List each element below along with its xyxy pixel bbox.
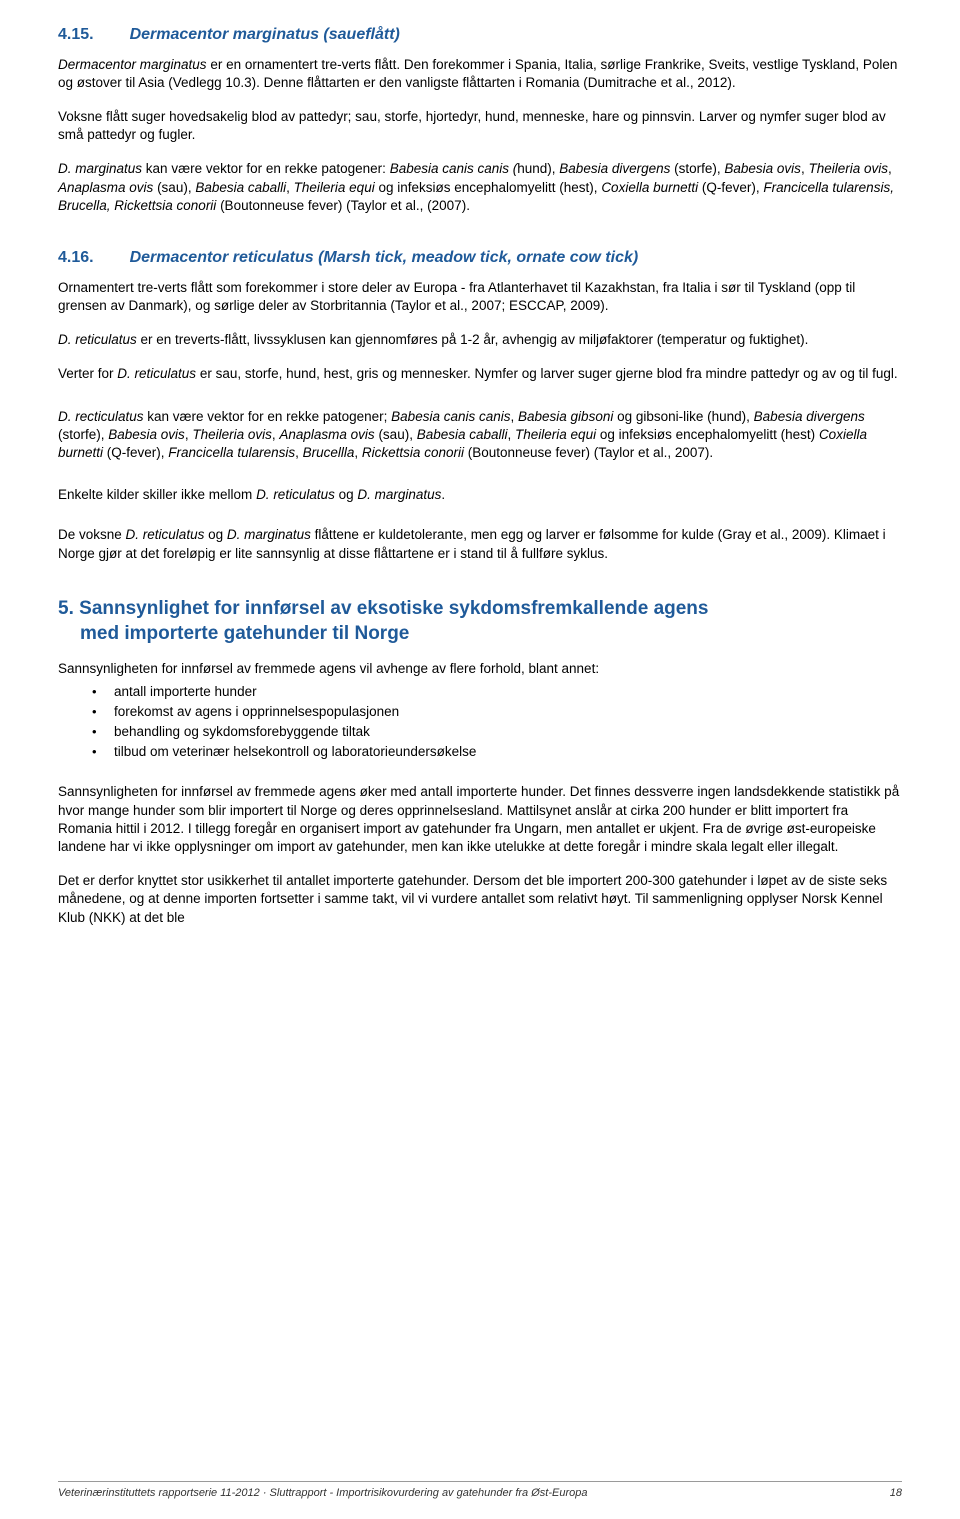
text: , [354, 445, 362, 460]
text-italic: D. reticulatus [117, 366, 196, 381]
list-item: tilbud om veterinær helsekontroll og lab… [92, 743, 902, 761]
text: kan være vektor for en rekke patogener; [144, 409, 392, 424]
text: (Boutonneuse fever) (Taylor et al., 2007… [464, 445, 713, 460]
text-italic: Francicella tularensis [168, 445, 295, 460]
paragraph: Dermacentor marginatus er en ornamentert… [58, 56, 902, 92]
text: Det er derfor knyttet stor usikkerhet ti… [58, 873, 887, 924]
text-italic: Anaplasma ovis [279, 427, 374, 442]
text: og [335, 487, 358, 502]
text: og infeksiøs encephalomyelitt (hest) [596, 427, 819, 442]
text-italic: D. marginatus [227, 527, 311, 542]
page-number: 18 [890, 1486, 902, 1501]
text-italic: Babesia caballi [195, 180, 286, 195]
text: , [888, 161, 892, 176]
text-italic: D. marginatus [58, 161, 142, 176]
section-title-line2: med importerte gatehunder til Norge [80, 622, 902, 647]
text: og gibsoni-like (hund), [613, 409, 753, 424]
text: , [508, 427, 516, 442]
paragraph: D. marginatus kan være vektor for en rek… [58, 160, 902, 215]
text-italic: Babesia gibsoni [518, 409, 613, 424]
text: , [511, 409, 519, 424]
text-italic: Babesia divergens [754, 409, 865, 424]
paragraph: D. recticulatus kan være vektor for en r… [58, 408, 902, 463]
text-italic: Babesia caballi [417, 427, 508, 442]
text: (Boutonneuse fever) (Taylor et al., (200… [216, 198, 470, 213]
text: De voksne [58, 527, 126, 542]
list-item: behandling og sykdomsforebyggende tiltak [92, 723, 902, 741]
paragraph: Det er derfor knyttet stor usikkerhet ti… [58, 872, 902, 927]
paragraph: Verter for D. reticulatus er sau, storfe… [58, 365, 902, 383]
section-4-15-heading: 4.15. Dermacentor marginatus (saueflått) [58, 24, 902, 46]
paragraph: Sannsynligheten for innførsel av fremmed… [58, 783, 902, 856]
section-title: Dermacentor reticulatus (Marsh tick, mea… [130, 249, 639, 266]
text-italic: Babesia ovis [724, 161, 801, 176]
text: Verter for [58, 366, 117, 381]
footer-text: Veterinærinstituttets rapportserie 11-20… [58, 1486, 587, 1501]
paragraph: Enkelte kilder skiller ikke mellom D. re… [58, 486, 902, 504]
section-5-heading: 5. Sannsynlighet for innførsel av eksoti… [58, 597, 902, 646]
paragraph: De voksne D. reticulatus og D. marginatu… [58, 526, 902, 562]
text: (storfe), [58, 427, 108, 442]
text-italic: Theileria equi [515, 427, 596, 442]
text: hund), [517, 161, 559, 176]
text-italic: Babesia divergens [559, 161, 670, 176]
text: Sannsynligheten for innførsel av fremmed… [58, 784, 899, 854]
section-number: 4.16. [58, 247, 94, 269]
paragraph: Sannsynligheten for innførsel av fremmed… [58, 660, 902, 678]
text: (storfe), [670, 161, 724, 176]
text: er en treverts-flått, livssyklusen kan g… [137, 332, 809, 347]
text: Enkelte kilder skiller ikke mellom [58, 487, 256, 502]
text: kan være vektor for en rekke patogener: [142, 161, 390, 176]
text: (Q-fever), [698, 180, 763, 195]
text: forekomst av agens i opprinnelsespopulas… [114, 704, 399, 719]
section-4-16-heading: 4.16. Dermacentor reticulatus (Marsh tick… [58, 247, 902, 269]
text: og infeksiøs encephalomyelitt (hest), [375, 180, 602, 195]
paragraph: D. reticulatus er en treverts-flått, liv… [58, 331, 902, 349]
text: tilbud om veterinær helsekontroll og lab… [114, 744, 476, 759]
text-italic: Babesia canis canis ( [390, 161, 518, 176]
list-item: antall importerte hunder [92, 683, 902, 701]
text: Voksne flått suger hovedsakelig blod av … [58, 109, 886, 142]
bullet-list: antall importerte hunder forekomst av ag… [58, 683, 902, 762]
text: , [295, 445, 303, 460]
text-italic: D. recticulatus [58, 409, 144, 424]
paragraph: Voksne flått suger hovedsakelig blod av … [58, 108, 902, 144]
text: er sau, storfe, hund, hest, gris og menn… [196, 366, 898, 381]
text: antall importerte hunder [114, 684, 257, 699]
section-number: 4.15. [58, 24, 94, 46]
list-item: forekomst av agens i opprinnelsespopulas… [92, 703, 902, 721]
text-italic: D. reticulatus [126, 527, 205, 542]
text: (Q-fever), [103, 445, 168, 460]
text: (sau), [375, 427, 417, 442]
text-italic: D. reticulatus [256, 487, 335, 502]
text-italic: Theileria equi [294, 180, 375, 195]
text-italic: Babesia canis canis [391, 409, 510, 424]
text: og [204, 527, 227, 542]
text-italic: Brucellla [303, 445, 355, 460]
section-title-line1: Sannsynlighet for innførsel av eksotiske… [79, 598, 708, 619]
page-footer: Veterinærinstituttets rapportserie 11-20… [58, 1481, 902, 1501]
text-italic: D. reticulatus [58, 332, 137, 347]
section-number: 5. [58, 597, 74, 622]
text-italic: Theileria ovis [808, 161, 888, 176]
text: (sau), [153, 180, 195, 195]
text-italic: D. marginatus [357, 487, 441, 502]
text-italic: Dermacentor marginatus [58, 57, 207, 72]
text: . [441, 487, 445, 502]
text-italic: Rickettsia conorii [362, 445, 464, 460]
text: behandling og sykdomsforebyggende tiltak [114, 724, 370, 739]
text: Ornamentert tre-verts flått som forekomm… [58, 280, 855, 313]
text: Sannsynligheten for innførsel av fremmed… [58, 661, 599, 676]
text-italic: Theileria ovis [192, 427, 272, 442]
text-italic: Babesia ovis [108, 427, 185, 442]
section-title: Dermacentor marginatus (saueflått) [130, 26, 400, 43]
text: , [286, 180, 294, 195]
text-italic: Coxiella burnetti [601, 180, 698, 195]
paragraph: Ornamentert tre-verts flått som forekomm… [58, 279, 902, 315]
text-italic: Anaplasma ovis [58, 180, 153, 195]
